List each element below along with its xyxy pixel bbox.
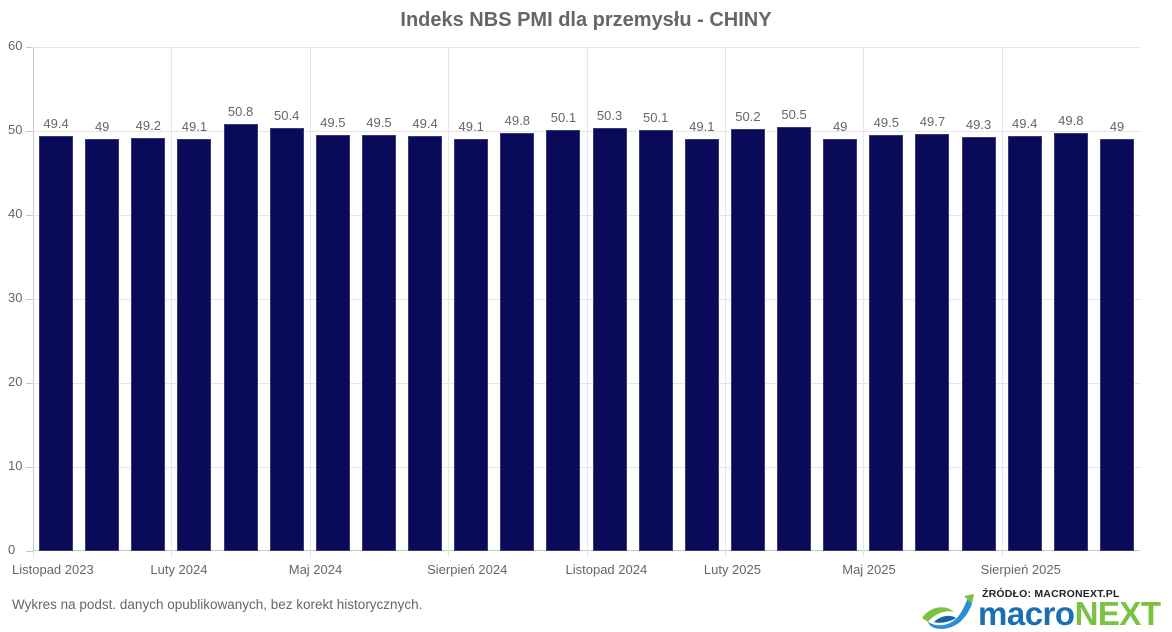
bar-value-label: 50.4 (274, 107, 300, 123)
logo-macro: macro (978, 595, 1075, 632)
v-gridline (1001, 47, 1003, 551)
x-tick-label: Luty 2025 (703, 562, 761, 577)
v-gridline (586, 47, 588, 551)
y-tick-label: 10 (8, 458, 23, 473)
x-tick-label: Maj 2025 (842, 562, 896, 577)
bar[interactable] (638, 130, 673, 551)
bar[interactable] (500, 132, 535, 551)
bar[interactable] (39, 136, 74, 551)
v-gridline (448, 47, 450, 551)
bar-value-label: 49.5 (873, 115, 899, 131)
y-tick-label: 30 (8, 290, 23, 305)
x-tick-label: Sierpień 2025 (980, 562, 1061, 577)
bar[interactable] (454, 138, 489, 551)
y-tick-label: 0 (8, 542, 16, 557)
bar-value-label: 50.3 (596, 108, 623, 124)
y-tick-mark (26, 467, 33, 468)
v-gridline (724, 47, 726, 551)
x-tick-label: Luty 2024 (150, 562, 208, 577)
chart-title: Indeks NBS PMI dla przemysłu - CHINY (400, 9, 772, 31)
bar-value-label: 49.1 (458, 118, 484, 134)
macronext-swoosh-icon (922, 594, 974, 629)
y-tick-label: 40 (8, 206, 23, 221)
bar[interactable] (269, 127, 304, 551)
v-gridline (309, 47, 311, 551)
x-tick-mark (724, 551, 726, 557)
y-tick-mark (26, 383, 33, 384)
y-tick-mark (26, 299, 33, 300)
bar[interactable] (1053, 132, 1088, 551)
x-tick-mark (863, 551, 865, 557)
macronext-logo: ŹRÓDŁO: MACRONEXT.PL macroNEXT (920, 588, 1161, 632)
bar[interactable] (684, 138, 719, 551)
x-tick-mark (171, 551, 173, 557)
x-tick-mark (33, 551, 34, 557)
y-tick-mark (26, 215, 33, 216)
bar[interactable] (915, 133, 950, 551)
bar-value-label: 49 (832, 119, 848, 135)
v-gridline (863, 47, 865, 551)
bar[interactable] (592, 128, 627, 551)
bar-value-label: 50.5 (781, 106, 807, 122)
bar-value-label: 50.8 (227, 104, 254, 120)
bar[interactable] (361, 135, 396, 551)
bar-value-label: 49.4 (412, 116, 438, 132)
y-tick-label: 50 (8, 122, 23, 137)
bar[interactable] (223, 124, 258, 551)
footnote: Wykres na podst. danych opublikowanych, … (12, 597, 423, 612)
v-gridline (171, 47, 173, 551)
x-tick-label: Listopad 2023 (12, 562, 94, 577)
x-tick-mark (448, 551, 450, 557)
x-tick-label: Listopad 2024 (565, 562, 648, 577)
bar[interactable] (823, 139, 858, 551)
bar[interactable] (131, 137, 166, 551)
bar-value-label: 49.7 (919, 113, 946, 129)
y-tick-mark (26, 47, 33, 48)
bar[interactable] (408, 136, 443, 551)
x-tick-label: Maj 2024 (288, 562, 343, 577)
bar[interactable] (869, 135, 904, 551)
bar-value-label: 49 (94, 119, 110, 135)
bar[interactable] (777, 126, 812, 551)
bar-value-label: 50.1 (643, 110, 669, 126)
y-tick-mark (26, 551, 33, 552)
bar[interactable] (177, 138, 212, 551)
bar-value-label: 49.8 (504, 112, 530, 128)
y-tick-label: 20 (8, 374, 23, 389)
bar[interactable] (1007, 136, 1042, 551)
x-tick-mark (1001, 551, 1003, 557)
x-tick-mark (586, 551, 588, 557)
bar-value-label: 49.5 (366, 115, 392, 131)
bar-value-label: 50.2 (735, 109, 761, 125)
bar-value-label: 49.4 (43, 116, 69, 132)
bar[interactable] (315, 135, 350, 551)
logo-source-text: ŹRÓDŁO: MACRONEXT.PL (982, 588, 1120, 600)
x-tick-label: Sierpień 2024 (427, 562, 508, 577)
bar-value-label: 49.4 (1012, 116, 1038, 132)
bar-value-label: 49.1 (689, 118, 715, 134)
bar-value-label: 49.8 (1058, 112, 1084, 128)
logo-next: NEXT (1074, 595, 1162, 632)
bar[interactable] (961, 136, 996, 551)
plot-area: 49.4 49 49.2 49.1 50.8 50.4 49.5 49.5 49.4 49.1 49… (33, 47, 1140, 551)
bar[interactable] (1099, 139, 1134, 551)
bar-value-label: 49.3 (965, 116, 992, 132)
bar-value-label: 49.1 (181, 118, 208, 134)
logo-wordmark: macroNEXT (978, 597, 1161, 631)
bar-value-label: 49.2 (135, 117, 161, 133)
bar-value-label: 49 (1109, 119, 1125, 135)
y-tick-mark (26, 131, 33, 132)
bar-value-label: 50.1 (550, 110, 577, 126)
bar[interactable] (85, 139, 120, 551)
bar-value-label: 49.5 (320, 115, 346, 131)
x-tick-mark (309, 551, 311, 557)
y-tick-label: 60 (8, 38, 23, 53)
bar[interactable] (546, 130, 581, 551)
bar[interactable] (730, 129, 765, 551)
